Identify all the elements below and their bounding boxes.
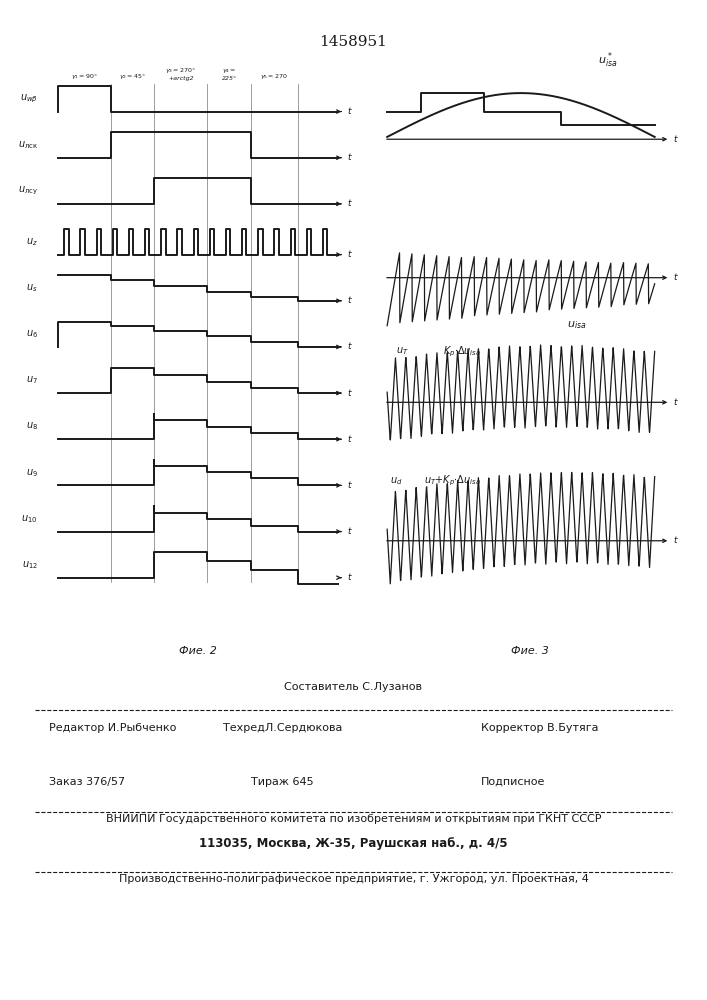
Text: $u_6$: $u_6$ [25, 328, 37, 340]
Text: Заказ 376/57: Заказ 376/57 [49, 777, 126, 787]
Text: $u_9$: $u_9$ [26, 467, 37, 479]
Text: $u^*_{isa}$: $u^*_{isa}$ [598, 50, 618, 70]
Text: $\gamma_3{=}270°$
+arctg2: $\gamma_3{=}270°$ +arctg2 [165, 66, 197, 81]
Text: t: t [347, 573, 351, 582]
Text: $u_{12}$: $u_{12}$ [22, 559, 37, 571]
Text: Фие. 2: Фие. 2 [179, 646, 217, 656]
Text: t: t [347, 107, 351, 116]
Text: $u_{isa}$: $u_{isa}$ [567, 319, 587, 331]
Text: $u_d$: $u_d$ [390, 475, 403, 487]
Text: Подписное: Подписное [481, 777, 545, 787]
Text: $\gamma_2{=}45°$: $\gamma_2{=}45°$ [119, 72, 146, 81]
Text: ВНИИПИ Государственного комитета по изобретениям и открытиям при ГКНТ СССР: ВНИИПИ Государственного комитета по изоб… [106, 814, 601, 824]
Text: $u_T$: $u_T$ [397, 346, 409, 357]
Text: $K_p{\cdot}\Delta u_{isa}$: $K_p{\cdot}\Delta u_{isa}$ [443, 344, 481, 359]
Text: $\gamma_1{=}90°$: $\gamma_1{=}90°$ [71, 72, 98, 81]
Text: $u_{\rm лсy}$: $u_{\rm лсy}$ [18, 185, 37, 197]
Text: $\gamma_5{=}270$: $\gamma_5{=}270$ [260, 72, 288, 81]
Text: $u_z$: $u_z$ [26, 236, 37, 248]
Text: 113035, Москва, Ж-35, Раушская наб., д. 4/5: 113035, Москва, Ж-35, Раушская наб., д. … [199, 837, 508, 850]
Text: $u_{w\beta}$: $u_{w\beta}$ [20, 93, 37, 105]
Text: $u_8$: $u_8$ [25, 421, 37, 432]
Text: t: t [347, 342, 351, 351]
Text: t: t [673, 536, 677, 545]
Text: Производственно-полиграфическое предприятие, г. Ужгород, ул. Проектная, 4: Производственно-полиграфическое предприя… [119, 874, 588, 884]
Text: $u_T{+}K_p{\cdot}\Delta u_{isa}$: $u_T{+}K_p{\cdot}\Delta u_{isa}$ [424, 474, 481, 488]
Text: $\gamma_4{=}$
225°: $\gamma_4{=}$ 225° [221, 67, 237, 81]
Text: t: t [673, 273, 677, 282]
Text: Составитель С.Лузанов: Составитель С.Лузанов [284, 682, 423, 692]
Text: ТехредЛ.Сердюкова: ТехредЛ.Сердюкова [223, 723, 342, 733]
Text: t: t [347, 153, 351, 162]
Text: t: t [347, 199, 351, 208]
Text: Редактор И.Рыбченко: Редактор И.Рыбченко [49, 723, 177, 733]
Text: $u_{\rm лск}$: $u_{\rm лск}$ [18, 139, 37, 151]
Text: Фие. 3: Фие. 3 [511, 646, 549, 656]
Text: Корректор В.Бутяга: Корректор В.Бутяга [481, 723, 598, 733]
Text: $u_7$: $u_7$ [26, 374, 37, 386]
Text: t: t [673, 135, 677, 144]
Text: t: t [347, 435, 351, 444]
Text: t: t [347, 296, 351, 305]
Text: t: t [347, 527, 351, 536]
Text: 1458951: 1458951 [320, 35, 387, 49]
Text: t: t [673, 398, 677, 407]
Text: Тираж 645: Тираж 645 [252, 777, 314, 787]
Text: t: t [347, 250, 351, 259]
Text: t: t [347, 481, 351, 490]
Text: $u_{10}$: $u_{10}$ [21, 513, 37, 525]
Text: t: t [347, 389, 351, 398]
Text: $u_s$: $u_s$ [26, 282, 37, 294]
